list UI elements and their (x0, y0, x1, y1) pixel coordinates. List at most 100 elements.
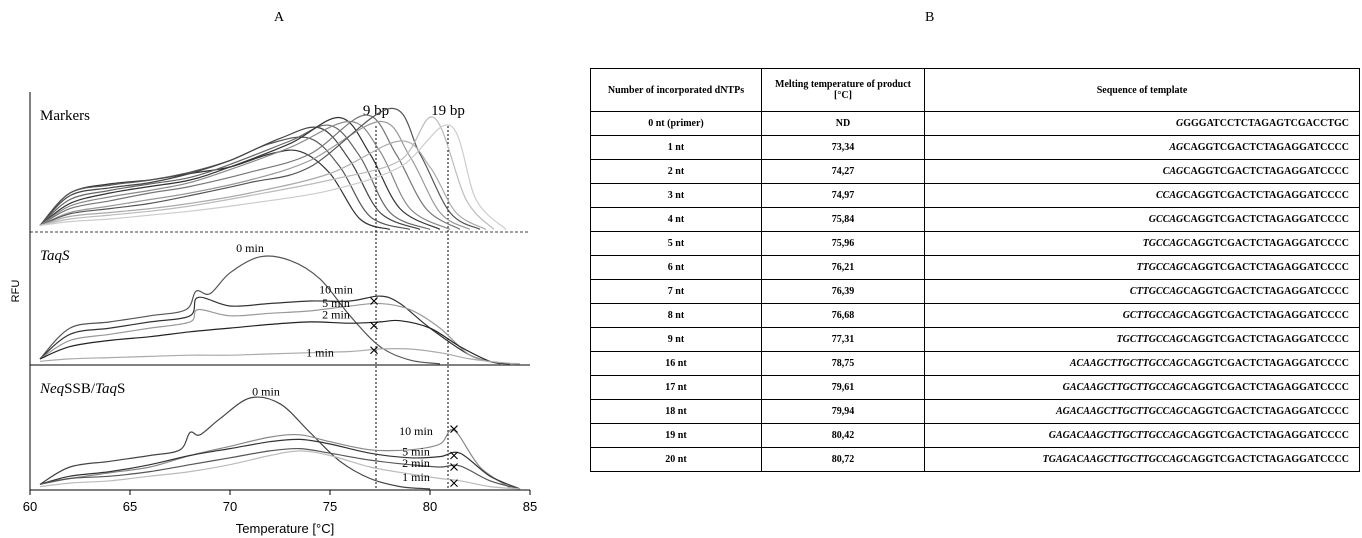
table-row: 4 nt 75,84 GCCAGCAGGTCGACTCTAGAGGATCCCC (590, 207, 1360, 232)
table-row: 5 nt 75,96 TGCCAGCAGGTCGACTCTAGAGGATCCCC (590, 231, 1360, 256)
cell-sequence: CCAGCAGGTCGACTCTAGAGGATCCCC (924, 183, 1360, 208)
cell-melting-temp: 73,34 (761, 135, 925, 160)
cell-sequence: TGCCAGCAGGTCGACTCTAGAGGATCCCC (924, 231, 1360, 256)
table-row: 8 nt 76,68 GCTTGCCAGCAGGTCGACTCTAGAGGATCCC… (590, 303, 1360, 328)
cell-sequence: CAGCAGGTCGACTCTAGAGGATCCCC (924, 159, 1360, 184)
sequence-template-part: CAGGTCGACTCTAGAGGATCCCC (1183, 142, 1349, 153)
x-axis-label: Temperature [°C] (236, 521, 334, 536)
sequence-added-part: TGCTTGCCAG (1116, 334, 1184, 345)
sequence-template-part: CAGGTCGACTCTAGAGGATCCCC (1183, 382, 1349, 393)
cell-sequence: GAGACAAGCTTGCTTGCCAGCAGGTCGACTCTAGAGGATC… (924, 423, 1360, 448)
x-tick-label: 80 (423, 499, 437, 514)
subpanel-title-part: S (117, 381, 125, 397)
cell-dntps: 4 nt (590, 207, 762, 232)
y-axis-label: RFU (10, 280, 22, 303)
table-row: 2 nt 74,27 CAGCAGGTCGACTCTAGAGGATCCCC (590, 159, 1360, 184)
sequence-template-part: CAGGTCGACTCTAGAGGATCCCC (1183, 262, 1349, 273)
cell-sequence: CTTGCCAGCAGGTCGACTCTAGAGGATCCCC (924, 279, 1360, 304)
sequence-template-part: CAGGTCGACTCTAGAGGATCCCC (1183, 166, 1349, 177)
cell-dntps: 1 nt (590, 135, 762, 160)
curve-annotation: 0 min (236, 241, 264, 255)
panel-a-label: A (274, 10, 285, 25)
table-row: 3 nt 74,97 CCAGCAGGTCGACTCTAGAGGATCCCC (590, 183, 1360, 208)
curve-annotation: 2 min (322, 307, 350, 321)
cross-marker (450, 451, 458, 460)
cell-melting-temp: 79,61 (761, 375, 925, 400)
cell-melting-temp: 75,84 (761, 207, 925, 232)
subpanel-title: TaqS (40, 248, 70, 264)
table-row: 0 nt (primer) ND GGGGATCCTCTAGAGTCGACCTGC (590, 111, 1360, 136)
table-row: 20 nt 80,72 TGAGACAAGCTTGCTTGCCAGCAGGTCGAC… (590, 447, 1360, 472)
sequence-added-part: G (1176, 118, 1184, 129)
sequence-added-part: CCAG (1156, 190, 1184, 201)
reference-line-label: 19 bp (431, 103, 465, 119)
cell-dntps: 3 nt (590, 183, 762, 208)
curve-annotation: 10 min (399, 424, 433, 438)
x-tick-label: 75 (323, 499, 337, 514)
table-body: 0 nt (primer) ND GGGGATCCTCTAGAGTCGACCTGC 1… (590, 111, 1360, 472)
cross-marker (370, 297, 378, 305)
curve-annotation: 10 min (319, 283, 353, 297)
cell-dntps: 8 nt (590, 303, 762, 328)
cross-marker (450, 463, 458, 471)
cell-sequence: TGAGACAAGCTTGCTTGCCAGCAGGTCGACTCTAGAGGAT… (924, 447, 1360, 472)
series-line (39, 438, 521, 490)
series-line (39, 450, 521, 490)
sequence-template-part: CAGGTCGACTCTAGAGGATCCCC (1183, 310, 1349, 321)
cell-sequence: GACAAGCTTGCTTGCCAGCAGGTCGACTCTAGAGGATCCC… (924, 375, 1360, 400)
sequence-added-part: AGACAAGCTTGCTTGCCAG (1056, 406, 1184, 417)
cell-melting-temp: 74,97 (761, 183, 925, 208)
curve-annotation: 2 min (402, 456, 430, 470)
cell-melting-temp: 75,96 (761, 231, 925, 256)
header-sequence: Sequence of template (924, 68, 1360, 112)
subpanel-title: Markers (40, 108, 90, 124)
curve-annotation: 1 min (402, 470, 430, 484)
series-line (39, 302, 501, 365)
panel-b-label: B (925, 10, 935, 25)
cell-melting-temp: 74,27 (761, 159, 925, 184)
x-tick-label: 70 (223, 499, 237, 514)
cell-dntps: 0 nt (primer) (590, 111, 762, 136)
series-line (39, 107, 481, 230)
cell-dntps: 9 nt (590, 327, 762, 352)
series-line (39, 295, 501, 365)
cross-marker (370, 321, 378, 330)
cell-sequence: GCTTGCCAGCAGGTCGACTCTAGAGGATCCCC (924, 303, 1360, 328)
series-line (39, 396, 431, 490)
curve-annotation: 5 min (402, 445, 430, 459)
melting-curve-chart: 60 65 70 75 80 85 Temperature [°C] RFU 9 bp 19 bp… (10, 92, 537, 536)
sequence-added-part: AG (1169, 142, 1184, 153)
cell-dntps: 7 nt (590, 279, 762, 304)
sequence-template-part: CAGGTCGACTCTAGAGGATCCCC (1183, 334, 1349, 345)
sequence-template-part: CAGGTCGACTCTAGAGGATCCCC (1183, 190, 1349, 201)
sequence-added-part: TGCCAG (1142, 238, 1184, 249)
subpanel-title-part: Taq (95, 381, 117, 397)
cell-dntps: 18 nt (590, 399, 762, 424)
table-row: 6 nt 76,21 TTGCCAGCAGGTCGACTCTAGAGGATCCCC (590, 255, 1360, 280)
sequence-template-part: CAGGTCGACTCTAGAGGATCCCC (1183, 430, 1349, 441)
series-line (39, 428, 511, 489)
curve-annotation: 0 min (252, 385, 280, 399)
sequence-template-part: CAGGTCGACTCTAGAGGATCCCC (1183, 286, 1349, 297)
sequence-table: Number of incorporated dNTPs Melting tem… (590, 68, 1360, 472)
series-line (39, 319, 511, 365)
cross-marker (450, 479, 458, 487)
x-tick-label: 60 (23, 499, 37, 514)
cell-sequence: AGACAAGCTTGCTTGCCAGCAGGTCGACTCTAGAGGATCC… (924, 399, 1360, 424)
x-tick-label: 65 (123, 499, 137, 514)
series-line (39, 116, 495, 230)
series-line (39, 348, 521, 365)
cell-melting-temp: 79,94 (761, 399, 925, 424)
cell-sequence: AGCAGGTCGACTCTAGAGGATCCCC (924, 135, 1360, 160)
cell-melting-temp: 78,75 (761, 351, 925, 376)
sequence-template-part: CAGGTCGACTCTAGAGGATCCCC (1183, 238, 1349, 249)
curve-annotation: 5 min (322, 296, 350, 310)
cell-sequence: TTGCCAGCAGGTCGACTCTAGAGGATCCCC (924, 255, 1360, 280)
series-line (39, 126, 421, 230)
sequence-template-part: CAGGTCGACTCTAGAGGATCCCC (1183, 406, 1349, 417)
series-line (39, 447, 521, 490)
subpanel-title-part: SSB/ (64, 381, 96, 397)
series-line (39, 114, 461, 230)
cell-melting-temp: 76,39 (761, 279, 925, 304)
cell-melting-temp: 80,72 (761, 447, 925, 472)
